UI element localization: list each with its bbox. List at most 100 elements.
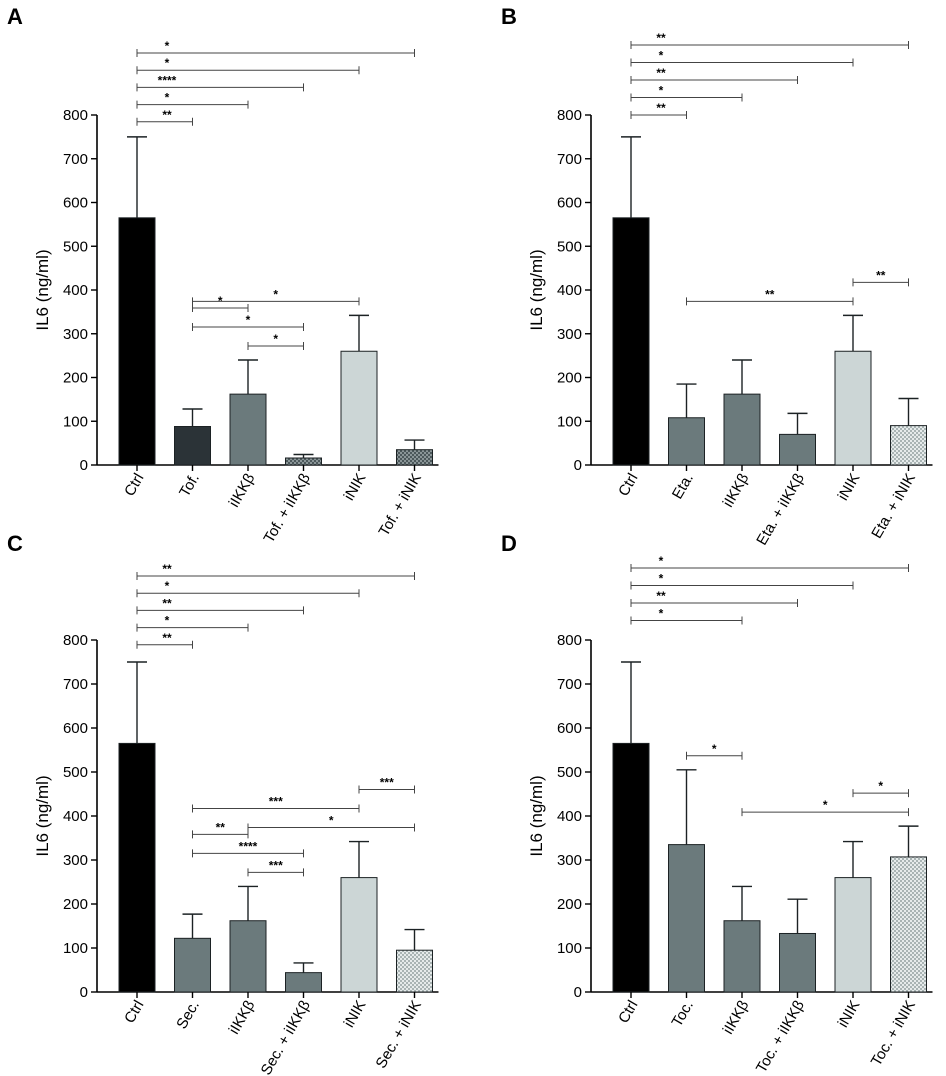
panel-letter: B: [501, 4, 517, 29]
significance-label: *: [165, 614, 170, 628]
y-tick-label: 500: [557, 238, 582, 255]
significance-bracket: **: [136, 596, 304, 615]
significance-label: ****: [239, 839, 258, 853]
significance-bracket: ***: [247, 858, 304, 877]
panel-b: B IL6 (ng/ml) 0 100 200 300 400 500 600 700 800 Ctr…: [501, 4, 933, 548]
x-tick-label-4: iNIK: [341, 471, 370, 504]
y-tick-label: 500: [557, 764, 582, 781]
significance-label: *: [218, 294, 223, 308]
significance-label: *: [165, 579, 170, 593]
y-tick-label: 400: [63, 808, 88, 825]
significance-label: **: [876, 268, 886, 282]
significance-bracket: **: [852, 268, 909, 287]
x-tick-label-5: Eta. + iNIK: [868, 471, 919, 542]
y-tick-label: 400: [557, 808, 582, 825]
y-tick-label: 200: [63, 370, 88, 387]
y-tick-label: 800: [63, 632, 88, 649]
significance-label: ***: [380, 776, 394, 790]
significance-label: *: [329, 814, 334, 828]
significance-label: **: [656, 66, 666, 80]
y-axis-label: IL6 (ng/ml): [33, 775, 52, 856]
y-tick-label: 0: [574, 457, 582, 474]
x-tick-label-4: iNIK: [835, 998, 864, 1031]
y-axis-label: IL6 (ng/ml): [33, 249, 52, 330]
significance-bracket: *: [136, 91, 249, 109]
significance-label: *: [165, 56, 170, 70]
significance-label: **: [162, 108, 172, 122]
significance-bracket: *: [686, 742, 743, 760]
x-tick-label-2: iIKKβ: [720, 997, 753, 1037]
significance-bracket: **: [136, 562, 415, 580]
significance-bracket: *: [192, 313, 304, 331]
bar-1: [174, 426, 211, 466]
y-tick-label: 500: [63, 238, 88, 255]
bar-3: [285, 972, 322, 993]
significance-label: *: [878, 779, 883, 793]
significance-bracket: *: [192, 294, 249, 312]
y-tick-label: 200: [63, 896, 88, 913]
bar-3: [779, 433, 816, 466]
significance-bracket: **: [136, 108, 193, 126]
y-tick-label: 700: [63, 151, 88, 168]
significance-label: **: [162, 631, 172, 645]
significance-bracket: *: [852, 779, 909, 798]
significance-label: **: [765, 287, 775, 301]
x-tick-label-0: Ctrl: [615, 998, 641, 1027]
y-tick-label: 800: [557, 107, 582, 124]
x-tick-label-1: Sec.: [173, 998, 203, 1032]
panel-d: D IL6 (ng/ml) 0 100 200 300 400 500 600 700 800 Ctr…: [501, 531, 933, 1076]
significance-label: *: [246, 313, 251, 327]
y-tick-label: 0: [80, 457, 88, 474]
significance-bracket: *: [630, 49, 854, 67]
significance-bracket: ****: [192, 839, 304, 858]
significance-bracket: *: [136, 39, 415, 57]
bar-4: [834, 350, 872, 466]
significance-bracket: *: [630, 84, 743, 102]
significance-bracket: *: [247, 332, 304, 350]
significance-bracket: ***: [192, 795, 360, 813]
significance-bracket: ***: [358, 776, 415, 794]
significance-label: ***: [269, 795, 283, 809]
y-axis-label: IL6 (ng/ml): [527, 249, 546, 330]
significance-bracket: **: [630, 31, 909, 49]
x-tick-label-2: iIKKβ: [226, 470, 259, 510]
significance-bracket: *: [630, 554, 909, 572]
bar-4: [834, 877, 872, 993]
y-tick-label: 600: [63, 720, 88, 737]
bar-5: [890, 425, 927, 466]
y-axis-label: IL6 (ng/ml): [527, 775, 546, 856]
y-tick-label: 600: [557, 195, 582, 212]
significance-bracket: **: [630, 101, 687, 119]
significance-bracket: *: [136, 614, 249, 632]
significance-label: *: [659, 607, 664, 621]
significance-label: ***: [269, 858, 283, 872]
panel-c: C IL6 (ng/ml) 0 100 200 300 400 500 600 700 800 Ctr…: [7, 531, 439, 1076]
y-tick-label: 400: [557, 282, 582, 299]
x-tick-label-0: Ctrl: [615, 471, 641, 500]
x-tick-label-3: Tof. + iIKKβ: [261, 470, 315, 546]
y-tick-label: 300: [557, 852, 582, 869]
significance-label: *: [165, 91, 170, 105]
significance-bracket: **: [630, 589, 798, 607]
significance-label: **: [162, 596, 172, 610]
panel-a: A IL6 (ng/ml) 0 100 200 300 400 500 600 700 800 Ctr…: [7, 4, 439, 546]
bar-4: [340, 877, 378, 993]
x-tick-label-1: Toc.: [668, 998, 696, 1030]
x-tick-label-2: iIKKβ: [226, 997, 259, 1037]
significance-label: *: [273, 332, 278, 346]
x-tick-label-3: Toc. + iIKKβ: [753, 997, 808, 1076]
x-tick-label-4: iNIK: [341, 998, 370, 1031]
significance-label: *: [659, 554, 664, 568]
y-tick-label: 800: [557, 632, 582, 649]
significance-label: **: [162, 562, 172, 576]
y-tick-label: 400: [63, 282, 88, 299]
x-tick-label-5: Tof. + iNIK: [375, 471, 425, 540]
bar-5: [890, 856, 927, 993]
significance-label: **: [656, 589, 666, 603]
bar-0: [612, 742, 650, 993]
bar-1: [668, 417, 705, 466]
x-tick-label-1: Tof.: [176, 471, 203, 500]
significance-bracket: *: [136, 579, 360, 598]
y-tick-label: 700: [63, 676, 88, 693]
x-tick-label-5: Sec. + iNIK: [373, 998, 425, 1072]
